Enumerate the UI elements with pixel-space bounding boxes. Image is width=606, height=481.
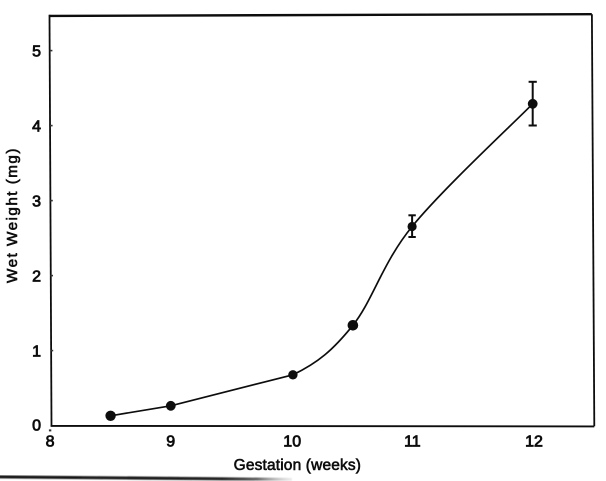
svg-text:1: 1 — [32, 343, 41, 360]
svg-text:2: 2 — [32, 268, 41, 285]
svg-text:10: 10 — [283, 433, 301, 450]
svg-text:11: 11 — [404, 433, 421, 450]
svg-text:3: 3 — [32, 193, 41, 210]
svg-text:9: 9 — [166, 433, 175, 450]
svg-text:12: 12 — [525, 433, 543, 450]
svg-text:Gestation (weeks): Gestation (weeks) — [234, 457, 361, 474]
svg-text:8: 8 — [46, 433, 55, 450]
svg-text:Wet Weight (mg): Wet Weight (mg) — [4, 147, 21, 283]
svg-text:0: 0 — [32, 417, 41, 434]
svg-text:5: 5 — [32, 43, 41, 60]
svg-text:4: 4 — [32, 118, 41, 135]
